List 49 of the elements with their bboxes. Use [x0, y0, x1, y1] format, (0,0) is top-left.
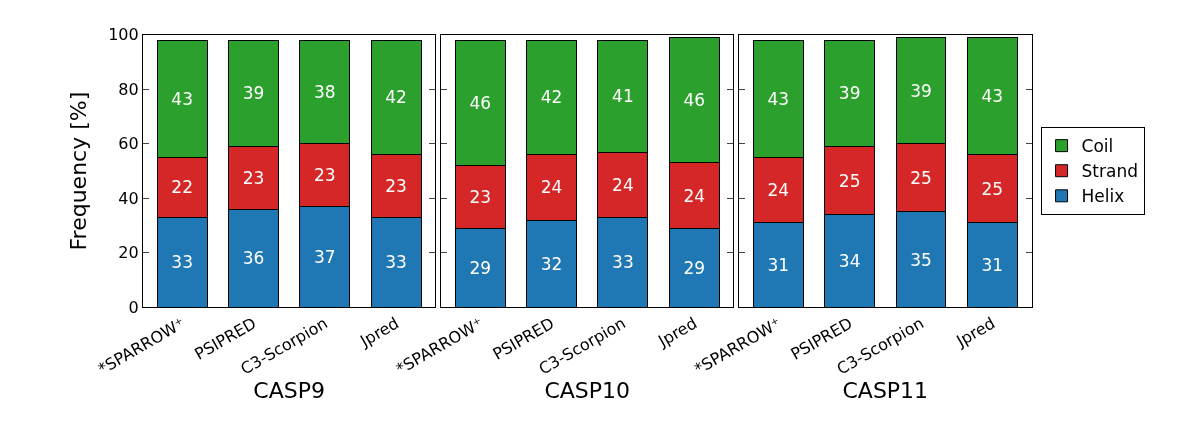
y-tick-label: 40 [118, 188, 139, 208]
data-label: 43 [767, 88, 790, 109]
data-label: 43 [981, 86, 1004, 107]
data-label: 29 [683, 257, 706, 278]
x-axis-title: CASP10 [544, 378, 631, 404]
y-axis-title: Frequency [%] [65, 91, 91, 251]
data-label: 31 [767, 255, 790, 276]
legend-label: Helix [1081, 186, 1125, 207]
data-label: 41 [612, 86, 634, 107]
data-label: 39 [242, 83, 265, 104]
data-label: 24 [540, 177, 563, 198]
data-label: 39 [838, 83, 861, 104]
data-label: 36 [242, 248, 265, 269]
data-label: 23 [385, 176, 407, 197]
data-label: 43 [171, 88, 193, 109]
data-label: 38 [313, 82, 336, 103]
data-label: 46 [469, 92, 492, 113]
data-label: 34 [838, 251, 861, 272]
data-label: 32 [540, 253, 563, 274]
x-axis-title: CASP9 [253, 378, 325, 404]
data-label: 29 [469, 257, 492, 278]
data-label: 46 [683, 90, 706, 111]
data-label: 24 [683, 185, 706, 206]
data-label: 42 [540, 87, 563, 108]
legend-label: Strand [1081, 161, 1139, 182]
y-tick-label: 60 [118, 134, 139, 154]
data-label: 22 [171, 177, 193, 198]
data-label: 24 [612, 174, 634, 195]
y-tick-label: 20 [118, 243, 139, 263]
data-label: 23 [242, 167, 265, 188]
data-label: 33 [171, 252, 193, 273]
data-label: 39 [910, 80, 932, 101]
data-label: 35 [910, 249, 932, 270]
legend-label: Coil [1081, 136, 1114, 157]
data-label: 25 [910, 167, 932, 188]
data-label: 23 [469, 186, 492, 207]
y-tick-label: 0 [128, 297, 139, 317]
x-axis-title: CASP11 [842, 378, 929, 404]
data-label: 24 [767, 180, 790, 201]
data-label: 33 [612, 252, 634, 273]
data-label: 31 [981, 255, 1004, 276]
data-label: 33 [385, 252, 407, 273]
y-tick-label: 100 [108, 25, 139, 45]
data-label: 25 [981, 178, 1004, 199]
y-tick-label: 80 [118, 79, 139, 99]
data-label: 25 [838, 170, 861, 191]
data-label: 37 [313, 246, 336, 267]
data-label: 42 [385, 87, 407, 108]
data-label: 23 [313, 165, 336, 186]
